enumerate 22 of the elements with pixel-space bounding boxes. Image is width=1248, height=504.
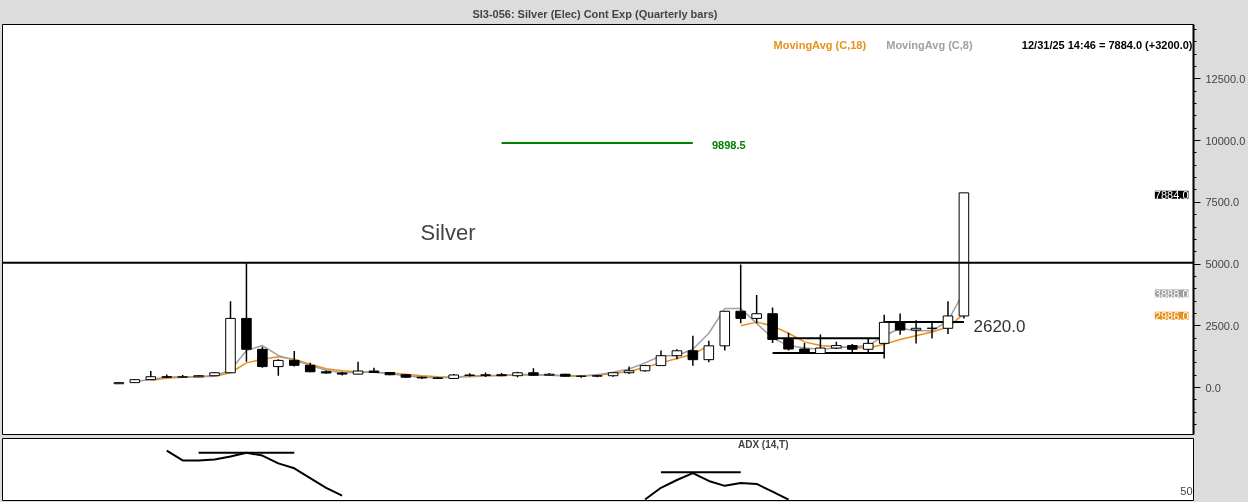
chart-title: ADX (14,T) bbox=[737, 438, 789, 450]
text: 2620.0 bbox=[973, 317, 1026, 337]
y-tick-label: 5000.0 bbox=[1205, 258, 1240, 271]
y-tick-label: 0.0 bbox=[1205, 381, 1221, 394]
candlestick bbox=[703, 339, 715, 363]
annotation: Silver bbox=[420, 219, 476, 245]
text: 12/31/25 14:46 = 7884.0 (+3200.0) bbox=[1021, 38, 1193, 51]
text: 50 bbox=[1180, 484, 1193, 497]
text: MovingAvg (C,8) bbox=[886, 38, 973, 51]
text: 2986.0 bbox=[1154, 309, 1189, 322]
candlestick bbox=[257, 346, 268, 369]
y-tick-label: 12500.0 bbox=[1205, 72, 1246, 85]
y-tick-label: 2500.0 bbox=[1205, 319, 1240, 332]
y-tick-label: 7500.0 bbox=[1205, 196, 1240, 209]
y-tick-label: 10000.0 bbox=[1205, 134, 1246, 147]
candlestick bbox=[751, 294, 762, 325]
chart-title: SI3-056: Silver (Elec) Cont Exp (Quarterly bars) bbox=[472, 7, 718, 20]
text: 3888.0 bbox=[1154, 287, 1189, 300]
text: MovingAvg (C,18) bbox=[773, 38, 867, 51]
candlestick bbox=[687, 334, 699, 367]
data-label: 9898.5 bbox=[712, 139, 746, 152]
text: 7884.0 bbox=[1154, 188, 1189, 201]
